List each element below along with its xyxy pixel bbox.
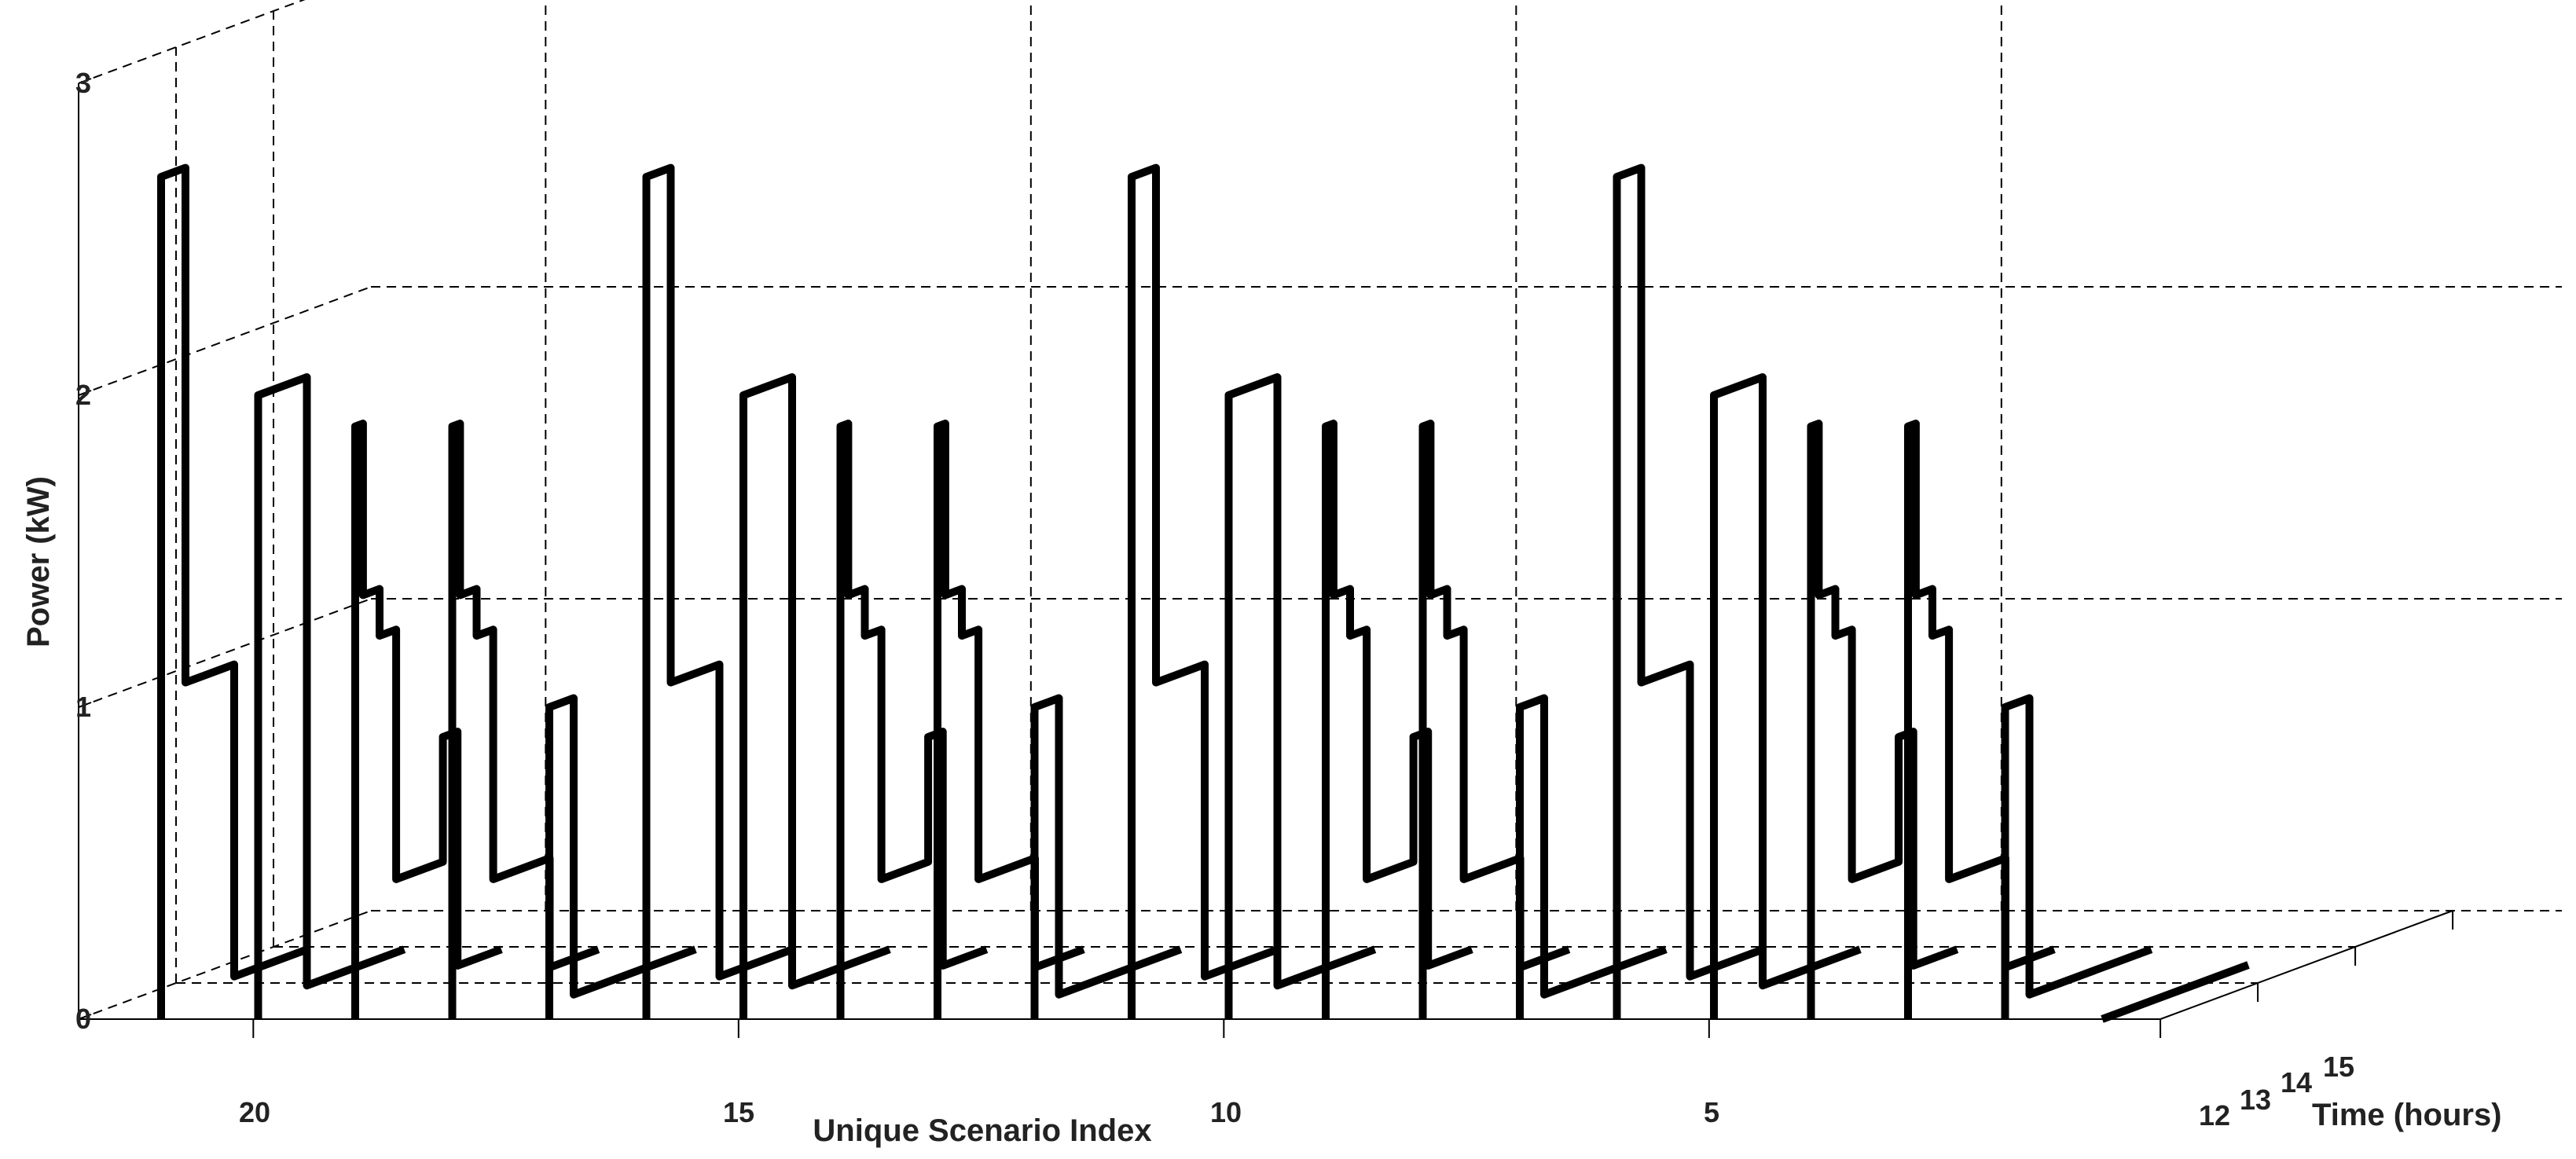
y-tick-label: 2 <box>75 379 91 411</box>
series-line-scenario-10 <box>1224 373 1377 1019</box>
y-tick-label: 3 <box>75 67 91 99</box>
y-tick-mark <box>78 1014 92 1020</box>
chart-series <box>157 163 2250 1023</box>
x-tick-label: 20 <box>239 1096 270 1128</box>
series-line-scenario-4 <box>1807 420 1959 1019</box>
y-tick-mark <box>78 390 92 396</box>
side-gridline <box>78 910 372 1020</box>
side-gridline <box>78 0 306 84</box>
time-tick-labels: 12 13 14 15 <box>2199 1051 2354 1131</box>
y-tick-label: 0 <box>75 1003 91 1035</box>
y-axis-label: Power (kW) <box>21 476 56 647</box>
series-line-scenario-7 <box>1516 694 1668 1019</box>
x-axis-label: Unique Scenario Index <box>813 1113 1151 1148</box>
series-line-scenario-14 <box>836 420 989 1019</box>
x-tick-labels: 20 15 10 5 <box>239 1096 1719 1128</box>
series-line-scenario-5 <box>1710 373 1862 1019</box>
series-line-scenario-21 <box>157 163 309 1019</box>
x-tick-label: 10 <box>1210 1096 1242 1128</box>
series-line-scenario-19 <box>351 420 503 1019</box>
chart-axes <box>78 78 2454 1038</box>
series-line-scenario-1 <box>2101 961 2250 1023</box>
y-tick-labels: 0 1 2 3 <box>75 67 91 1035</box>
time-axis-line <box>2160 910 2453 1020</box>
series-line-scenario-11 <box>1128 163 1279 1019</box>
series-line-scenario-20 <box>254 373 406 1019</box>
time-tick-label: 12 <box>2199 1099 2230 1131</box>
time-tick-label: 13 <box>2240 1084 2271 1116</box>
time-axis-label: Time (hours) <box>2312 1098 2502 1132</box>
x-tick-label: 15 <box>723 1096 754 1128</box>
series-line-scenario-16 <box>642 163 794 1019</box>
y-tick-label: 1 <box>75 691 91 723</box>
series-line-scenario-17 <box>545 694 697 1019</box>
x-tick-label: 5 <box>1704 1096 1719 1128</box>
time-tick-label: 14 <box>2281 1066 2312 1098</box>
series-line-scenario-15 <box>739 373 891 1019</box>
y-tick-mark <box>78 702 92 708</box>
time-tick-label: 15 <box>2323 1051 2354 1083</box>
series-line-scenario-12 <box>1030 694 1183 1019</box>
side-gridline <box>78 598 372 708</box>
series-line-scenario-6 <box>1613 163 1765 1019</box>
y-tick-mark <box>78 78 92 84</box>
series-line-scenario-2 <box>2001 694 2153 1019</box>
series-line-scenario-9 <box>1322 420 1473 1019</box>
side-gridline <box>78 286 372 396</box>
